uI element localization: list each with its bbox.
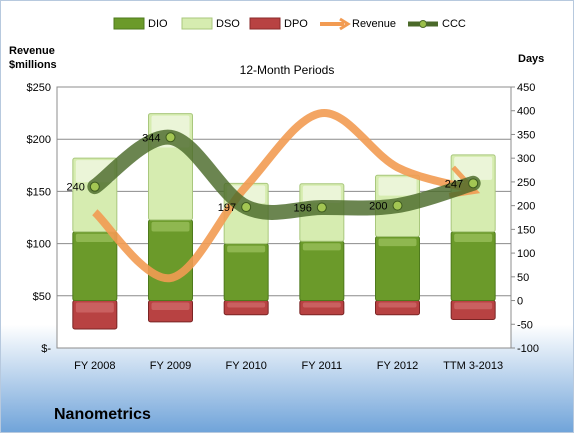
left-tick-label: $200 bbox=[27, 134, 51, 146]
right-tick-label: -50 bbox=[517, 319, 533, 331]
bar-dio-highlight bbox=[302, 243, 341, 251]
legend-swatch-dso bbox=[181, 17, 213, 30]
legend-swatch-revenue-arrow bbox=[339, 17, 351, 31]
chart-title: 12-Month Periods bbox=[240, 63, 335, 77]
right-tick-label: 400 bbox=[517, 106, 535, 118]
ccc-point bbox=[89, 181, 100, 192]
legend-label-dso: DSO bbox=[216, 18, 240, 30]
bar-dpo-highlight bbox=[227, 302, 266, 308]
left-axis-label-line2: $millions bbox=[9, 59, 57, 71]
ccc-data-label: 197 bbox=[218, 202, 236, 214]
bar-dio bbox=[72, 231, 118, 302]
legend-label-revenue: Revenue bbox=[352, 18, 396, 30]
left-tick-label: $50 bbox=[33, 291, 51, 303]
x-tick-label: TTM 3-2013 bbox=[443, 360, 503, 372]
legend-swatch-dio bbox=[113, 17, 145, 30]
revenue-line bbox=[92, 109, 475, 283]
left-tick-label: $250 bbox=[27, 82, 51, 94]
legend-swatch-dpo bbox=[249, 17, 281, 30]
ccc-point bbox=[468, 178, 479, 189]
bar-dio-highlight bbox=[227, 245, 266, 253]
right-tick-label: 250 bbox=[517, 177, 535, 189]
right-axis-label: Days bbox=[518, 53, 544, 65]
bar-dio-highlight bbox=[454, 233, 493, 242]
x-tick-label: FY 2008 bbox=[74, 360, 115, 372]
bar-dso-highlight bbox=[378, 177, 417, 196]
right-tick-label: 200 bbox=[517, 201, 535, 213]
x-tick-label: FY 2010 bbox=[225, 360, 266, 372]
left-tick-label: $150 bbox=[27, 186, 51, 198]
right-tick-label: 50 bbox=[517, 272, 529, 284]
ccc-data-label: 247 bbox=[445, 178, 463, 190]
legend-label-dpo: DPO bbox=[284, 18, 308, 30]
x-tick-label: FY 2012 bbox=[377, 360, 418, 372]
axis-layer: $- $50 $100 $150 $200 $250 -100 -50 0 50 100 150 200… bbox=[27, 82, 540, 372]
left-tick-label: $100 bbox=[27, 239, 51, 251]
ccc-data-label: 344 bbox=[142, 132, 160, 144]
right-tick-label: 350 bbox=[517, 129, 535, 141]
x-tick-label: FY 2011 bbox=[302, 360, 343, 372]
left-axis-label-line1: Revenue bbox=[9, 45, 55, 57]
legend-swatch-ccc-marker bbox=[419, 20, 427, 28]
right-tick-label: -100 bbox=[517, 343, 539, 355]
bar-dpo-highlight bbox=[151, 302, 190, 311]
right-tick-label: 300 bbox=[517, 153, 535, 165]
ccc-point bbox=[316, 202, 327, 213]
ccc-data-label: 200 bbox=[369, 201, 387, 213]
bar-dio bbox=[148, 219, 193, 302]
legend-label-ccc: CCC bbox=[442, 18, 466, 30]
ccc-data-label: 240 bbox=[66, 182, 84, 194]
legend: DIO DSO DPO Revenue CCC bbox=[113, 17, 466, 31]
bar-dio-highlight bbox=[378, 238, 417, 247]
x-tick-label: FY 2009 bbox=[150, 360, 191, 372]
legend-label-dio: DIO bbox=[148, 18, 168, 30]
bar-dso-highlight bbox=[454, 156, 493, 180]
ccc-point bbox=[165, 132, 176, 143]
bar-dio-highlight bbox=[151, 221, 190, 232]
right-tick-label: 150 bbox=[517, 224, 535, 236]
bar-dpo-highlight bbox=[302, 302, 341, 308]
bar-dpo-highlight bbox=[75, 302, 114, 313]
bar-dso-highlight bbox=[302, 185, 341, 204]
ccc-point bbox=[392, 200, 403, 211]
right-tick-label: 450 bbox=[517, 82, 535, 94]
bar-dpo-highlight bbox=[454, 302, 493, 310]
lines-layer: 240 344 197 196 200 247 bbox=[66, 109, 481, 283]
ccc-point bbox=[241, 202, 252, 213]
left-tick-label: $- bbox=[41, 343, 51, 355]
right-tick-label: 100 bbox=[517, 248, 535, 260]
bar-dpo-highlight bbox=[378, 302, 417, 308]
bar-dio bbox=[450, 231, 496, 302]
bar-dio-highlight bbox=[75, 233, 114, 242]
ccc-data-label: 196 bbox=[293, 203, 311, 215]
right-tick-label: 0 bbox=[517, 296, 523, 308]
company-name: Nanometrics bbox=[54, 406, 151, 423]
